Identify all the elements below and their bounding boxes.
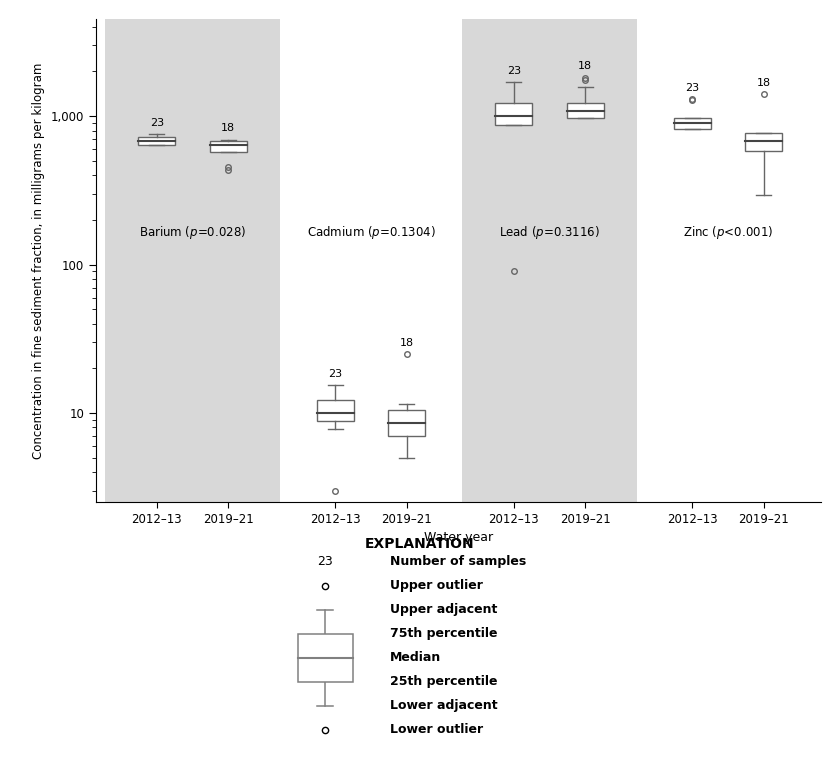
Bar [463, 19, 636, 502]
Text: Median: Median [390, 651, 441, 664]
Bar [210, 141, 246, 152]
Text: 18: 18 [400, 337, 413, 347]
Text: Lead ($p$=0.3116): Lead ($p$=0.3116) [499, 224, 600, 241]
Bar [138, 137, 175, 146]
Text: Upper adjacent: Upper adjacent [390, 603, 498, 616]
Text: 18: 18 [757, 78, 771, 88]
Text: 23: 23 [328, 369, 342, 379]
Text: Lower adjacent: Lower adjacent [390, 700, 498, 713]
Text: Upper outlier: Upper outlier [390, 579, 483, 592]
Text: Barium ($p$=0.028): Barium ($p$=0.028) [139, 224, 246, 241]
Bar [297, 634, 352, 682]
Text: Lower outlier: Lower outlier [390, 723, 483, 736]
Y-axis label: Concentration in fine sediment fraction, in milligrams per kilogram: Concentration in fine sediment fraction,… [33, 63, 45, 459]
Text: 23: 23 [507, 66, 521, 76]
Bar [674, 118, 711, 129]
Text: Number of samples: Number of samples [390, 555, 526, 568]
Text: EXPLANATION: EXPLANATION [365, 537, 475, 551]
Text: 23: 23 [317, 555, 333, 568]
Bar [567, 103, 604, 118]
Bar [495, 104, 533, 125]
Text: 25th percentile: 25th percentile [390, 676, 498, 688]
Bar [316, 400, 354, 421]
Bar [105, 19, 280, 502]
Text: 75th percentile: 75th percentile [390, 627, 498, 640]
Bar [388, 410, 425, 436]
Text: Cadmium ($p$=0.1304): Cadmium ($p$=0.1304) [306, 224, 435, 241]
Text: 18: 18 [578, 61, 592, 71]
Text: 23: 23 [686, 83, 700, 93]
Text: 23: 23 [149, 118, 164, 128]
X-axis label: Water year: Water year [424, 532, 493, 545]
Text: Zinc ($p$<0.001): Zinc ($p$<0.001) [683, 224, 773, 241]
Bar [745, 133, 782, 151]
Text: 18: 18 [221, 123, 235, 133]
